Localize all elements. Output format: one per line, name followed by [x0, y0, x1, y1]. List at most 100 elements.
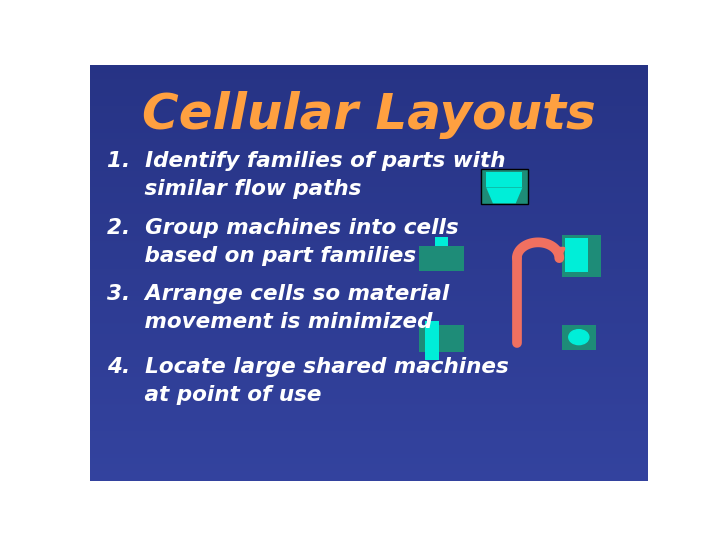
Bar — [90, 222, 648, 224]
Bar — [90, 83, 648, 84]
Bar — [90, 343, 648, 345]
Bar — [90, 359, 648, 360]
Bar — [90, 218, 648, 219]
Bar — [90, 70, 648, 71]
Bar — [90, 260, 648, 261]
Bar — [90, 92, 648, 93]
Bar — [90, 140, 648, 141]
Bar — [90, 82, 648, 83]
Bar — [90, 86, 648, 87]
Bar — [90, 114, 648, 115]
Bar — [90, 132, 648, 133]
Bar — [90, 65, 648, 66]
Bar — [90, 389, 648, 390]
Bar — [90, 145, 648, 146]
Bar — [90, 208, 648, 209]
Bar — [90, 451, 648, 452]
Bar — [90, 139, 648, 140]
Bar — [562, 235, 600, 277]
Bar — [90, 333, 648, 334]
Bar — [90, 466, 648, 467]
Bar — [90, 366, 648, 367]
Bar — [90, 472, 648, 473]
Bar — [90, 171, 648, 172]
Bar — [90, 449, 648, 450]
Bar — [90, 69, 648, 70]
Bar — [90, 225, 648, 226]
Bar — [90, 79, 648, 80]
Bar — [90, 74, 648, 75]
Bar — [90, 154, 648, 155]
Bar — [90, 271, 648, 272]
Bar — [90, 386, 648, 387]
Bar — [90, 475, 648, 476]
Bar — [90, 409, 648, 410]
Bar — [90, 467, 648, 468]
Bar — [90, 383, 648, 384]
Bar — [90, 237, 648, 238]
Bar — [90, 128, 648, 129]
Bar — [90, 399, 648, 400]
Bar — [90, 285, 648, 286]
Bar — [486, 172, 523, 187]
Bar — [90, 247, 648, 248]
Bar — [90, 78, 648, 79]
Bar — [90, 283, 648, 284]
Bar — [90, 113, 648, 114]
Bar — [90, 282, 648, 283]
Bar — [90, 262, 648, 264]
Bar — [90, 408, 648, 409]
Bar — [90, 295, 648, 296]
Bar — [90, 143, 648, 144]
Bar — [90, 407, 648, 408]
Bar — [90, 147, 648, 148]
Bar — [90, 239, 648, 240]
Bar — [90, 304, 648, 305]
Bar — [90, 130, 648, 131]
Bar — [90, 93, 648, 94]
Bar — [90, 231, 648, 232]
Bar — [90, 68, 648, 69]
Bar — [90, 439, 648, 440]
Bar — [90, 275, 648, 276]
Bar — [562, 325, 596, 349]
Bar — [90, 102, 648, 103]
Text: Cellular Layouts: Cellular Layouts — [142, 91, 596, 139]
Bar — [90, 378, 648, 379]
Bar — [90, 233, 648, 234]
Bar — [90, 345, 648, 346]
Bar — [90, 157, 648, 158]
Bar — [90, 382, 648, 383]
Bar — [90, 91, 648, 92]
Bar — [90, 84, 648, 85]
Bar — [90, 240, 648, 241]
Bar — [90, 156, 648, 157]
Bar — [90, 395, 648, 396]
Bar — [90, 336, 648, 338]
Bar — [90, 473, 648, 474]
Bar — [90, 480, 648, 481]
Bar — [90, 202, 648, 204]
Bar — [90, 417, 648, 418]
Bar — [90, 148, 648, 150]
Bar — [90, 447, 648, 448]
Polygon shape — [486, 187, 523, 203]
Bar — [90, 370, 648, 372]
Bar — [90, 310, 648, 311]
Bar — [90, 354, 648, 355]
Bar — [90, 177, 648, 178]
Bar — [90, 397, 648, 398]
Bar — [90, 405, 648, 406]
Bar — [90, 227, 648, 228]
Bar — [90, 201, 648, 202]
Bar — [419, 246, 464, 271]
Bar — [90, 180, 648, 181]
Bar — [90, 85, 648, 86]
Bar — [90, 302, 648, 303]
Bar — [90, 380, 648, 381]
Bar — [90, 187, 648, 188]
Bar — [90, 406, 648, 407]
Bar — [90, 458, 648, 459]
Bar — [90, 138, 648, 139]
Bar — [90, 252, 648, 253]
